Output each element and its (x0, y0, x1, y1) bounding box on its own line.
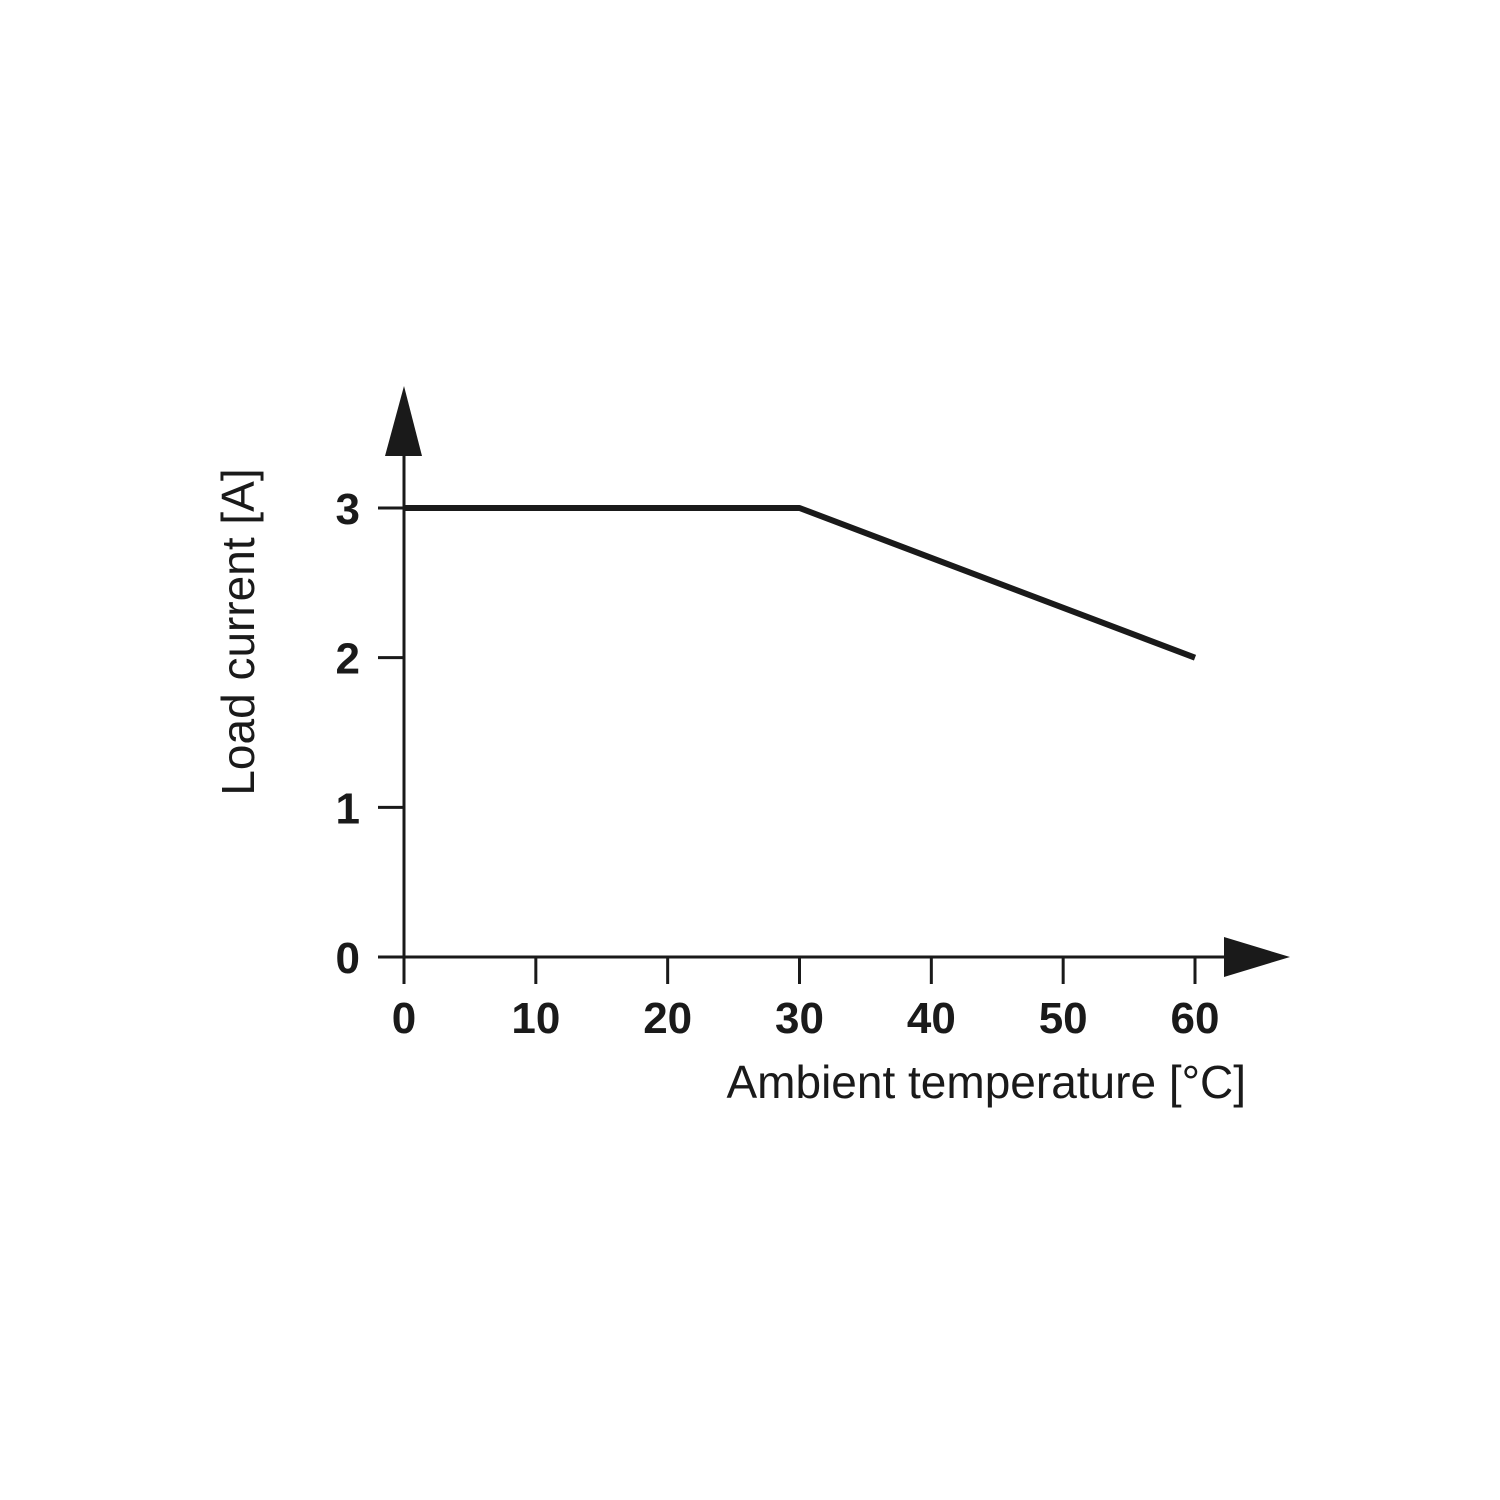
y-axis-arrow-icon (385, 386, 422, 456)
axes (378, 386, 1290, 984)
x-tick-label: 10 (511, 994, 560, 1043)
x-tick-label: 20 (643, 994, 692, 1043)
y-ticks: 0 1 2 3 (336, 485, 404, 983)
x-axis-arrow-icon (1224, 937, 1290, 977)
x-axis-title: Ambient temperature [°C] (727, 1056, 1247, 1108)
x-tick-label: 60 (1171, 994, 1220, 1043)
derating-curve (404, 505, 1197, 661)
x-tick-label: 40 (907, 994, 956, 1043)
y-tick-label: 1 (336, 784, 360, 833)
x-tick-label: 30 (775, 994, 824, 1043)
x-tick-label: 0 (392, 994, 416, 1043)
x-tick-label: 50 (1039, 994, 1088, 1043)
y-tick-label: 0 (336, 934, 360, 983)
y-tick-label: 3 (336, 485, 360, 534)
y-tick-label: 2 (336, 635, 360, 684)
series-group (404, 505, 1197, 661)
y-axis-title: Load current [A] (212, 468, 264, 795)
x-ticks: 0 10 20 30 40 50 60 (392, 957, 1220, 1043)
